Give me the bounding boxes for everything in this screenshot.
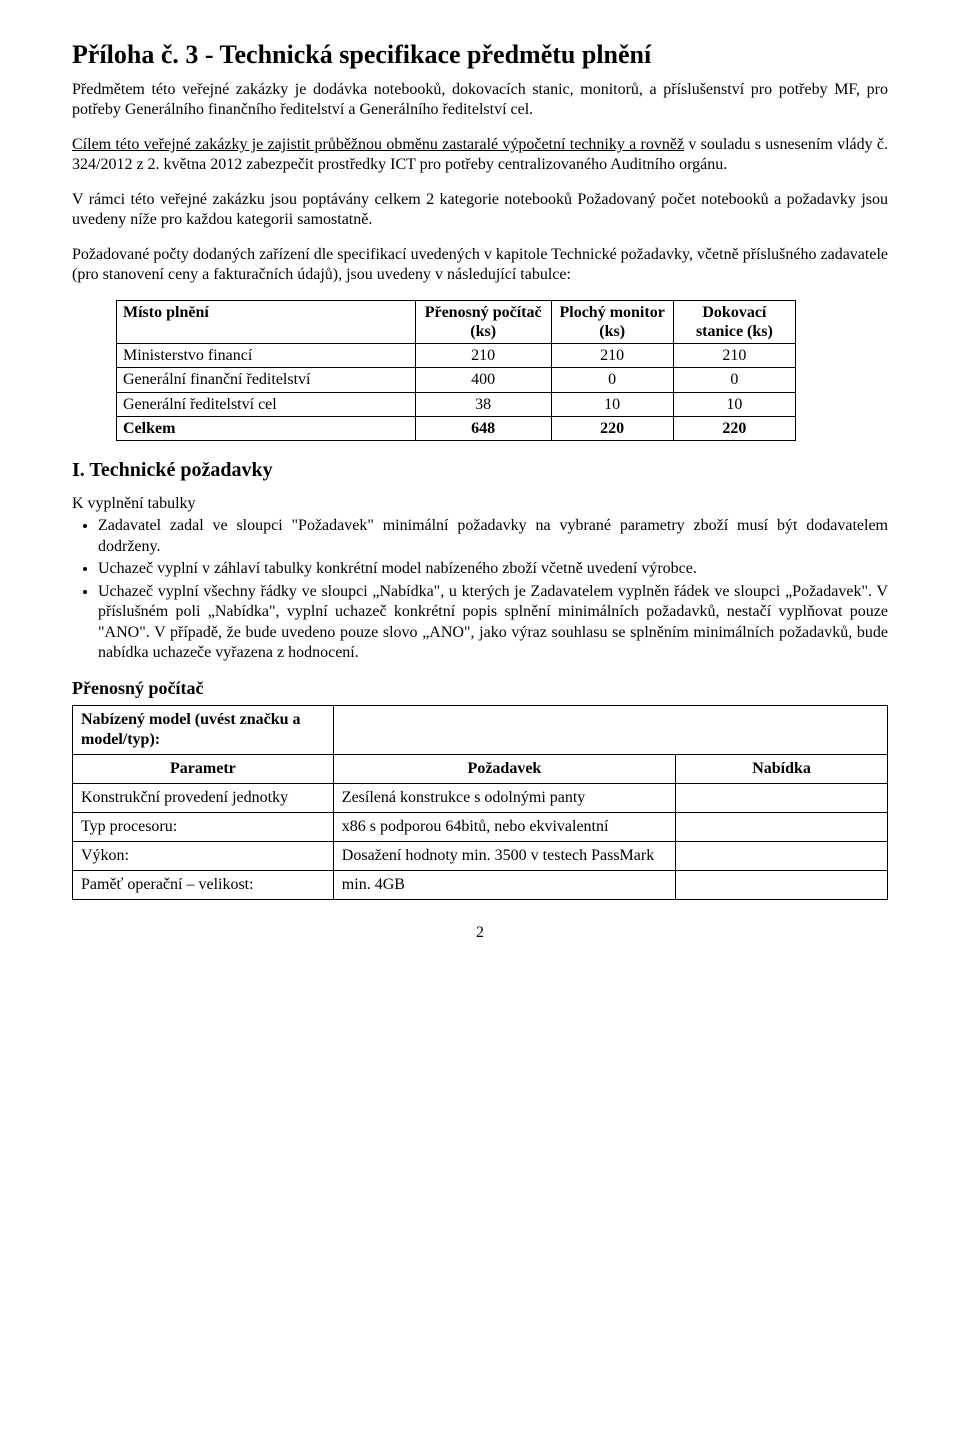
table-cell: Ministerstvo financí	[117, 344, 416, 368]
cilem-underlined: Cílem této veřejné zakázky je zajistit p…	[72, 136, 684, 153]
table-row: Generální finanční ředitelství 400 0 0	[117, 368, 796, 392]
page-number: 2	[72, 924, 888, 942]
spec-header: Nabídka	[676, 754, 888, 783]
spec-offer	[676, 812, 888, 841]
spec-req: Dosažení hodnoty min. 3500 v testech Pas…	[333, 841, 675, 870]
spec-row: Paměť operační – velikost: min. 4GB	[73, 870, 888, 899]
table-cell: 210	[673, 344, 795, 368]
table-header: Přenosný počítač (ks)	[415, 300, 551, 343]
section-title: I. Technické požadavky	[72, 459, 888, 482]
table-cell: Generální finanční ředitelství	[117, 368, 416, 392]
table-cell: 0	[673, 368, 795, 392]
quantities-table-wrapper: Místo plnění Přenosný počítač (ks) Ploch…	[116, 300, 888, 441]
spec-header-row: Parametr Požadavek Nabídka	[73, 754, 888, 783]
table-header: Plochý monitor (ks)	[551, 300, 673, 343]
table-cell: 210	[551, 344, 673, 368]
subsection-title: Přenosný počítač	[72, 678, 888, 699]
spec-model-value	[333, 705, 675, 754]
table-row: Generální ředitelství cel 38 10 10	[117, 392, 796, 416]
spec-param: Konstrukční provedení jednotky	[73, 783, 334, 812]
table-cell: 220	[551, 416, 673, 440]
intro-paragraph: Předmětem této veřejné zakázky je dodávk…	[72, 80, 888, 121]
spec-model-label: Nabízený model (uvést značku a model/typ…	[73, 705, 334, 754]
spec-offer	[676, 841, 888, 870]
table-cell: Generální ředitelství cel	[117, 392, 416, 416]
table-cell: 10	[551, 392, 673, 416]
document-title: Příloha č. 3 - Technická specifikace pře…	[72, 40, 888, 70]
kvyplneni-lead: K vyplnění tabulky	[72, 494, 888, 514]
spec-req: min. 4GB	[333, 870, 675, 899]
table-cell: 10	[673, 392, 795, 416]
table-row: Ministerstvo financí 210 210 210	[117, 344, 796, 368]
table-header: Dokovací stanice (ks)	[673, 300, 795, 343]
spec-row: Výkon: Dosažení hodnoty min. 3500 v test…	[73, 841, 888, 870]
table-cell: 400	[415, 368, 551, 392]
spec-header: Požadavek	[333, 754, 675, 783]
bullet-item: Uchazeč vyplní všechny řádky ve sloupci …	[98, 582, 888, 664]
spec-offer	[676, 870, 888, 899]
table-cell: 210	[415, 344, 551, 368]
spec-param: Výkon:	[73, 841, 334, 870]
bullet-list: Zadavatel zadal ve sloupci "Požadavek" m…	[72, 516, 888, 663]
table-cell: 0	[551, 368, 673, 392]
table-cell: 220	[673, 416, 795, 440]
spec-row: Konstrukční provedení jednotky Zesílená …	[73, 783, 888, 812]
spec-offer	[676, 783, 888, 812]
spec-header: Parametr	[73, 754, 334, 783]
table-header: Místo plnění	[117, 300, 416, 343]
vramci-paragraph: V rámci této veřejné zakázku jsou poptáv…	[72, 190, 888, 231]
table-header-row: Místo plnění Přenosný počítač (ks) Ploch…	[117, 300, 796, 343]
bullet-item: Uchazeč vyplní v záhlaví tabulky konkrét…	[98, 559, 888, 579]
cilem-paragraph: Cílem této veřejné zakázky je zajistit p…	[72, 135, 888, 176]
spec-param: Typ procesoru:	[73, 812, 334, 841]
table-total-row: Celkem 648 220 220	[117, 416, 796, 440]
spec-row: Typ procesoru: x86 s podporou 64bitů, ne…	[73, 812, 888, 841]
spec-req: Zesílená konstrukce s odolnými panty	[333, 783, 675, 812]
quantities-table: Místo plnění Přenosný počítač (ks) Ploch…	[116, 300, 796, 441]
spec-model-row: Nabízený model (uvést značku a model/typ…	[73, 705, 888, 754]
spec-param: Paměť operační – velikost:	[73, 870, 334, 899]
spec-model-value2	[676, 705, 888, 754]
table-cell: Celkem	[117, 416, 416, 440]
spec-table: Nabízený model (uvést značku a model/typ…	[72, 705, 888, 900]
document-page: Příloha č. 3 - Technická specifikace pře…	[0, 0, 960, 982]
table-cell: 38	[415, 392, 551, 416]
bullet-item: Zadavatel zadal ve sloupci "Požadavek" m…	[98, 516, 888, 557]
table-cell: 648	[415, 416, 551, 440]
pozadovane-paragraph: Požadované počty dodaných zařízení dle s…	[72, 245, 888, 286]
spec-req: x86 s podporou 64bitů, nebo ekvivalentní	[333, 812, 675, 841]
